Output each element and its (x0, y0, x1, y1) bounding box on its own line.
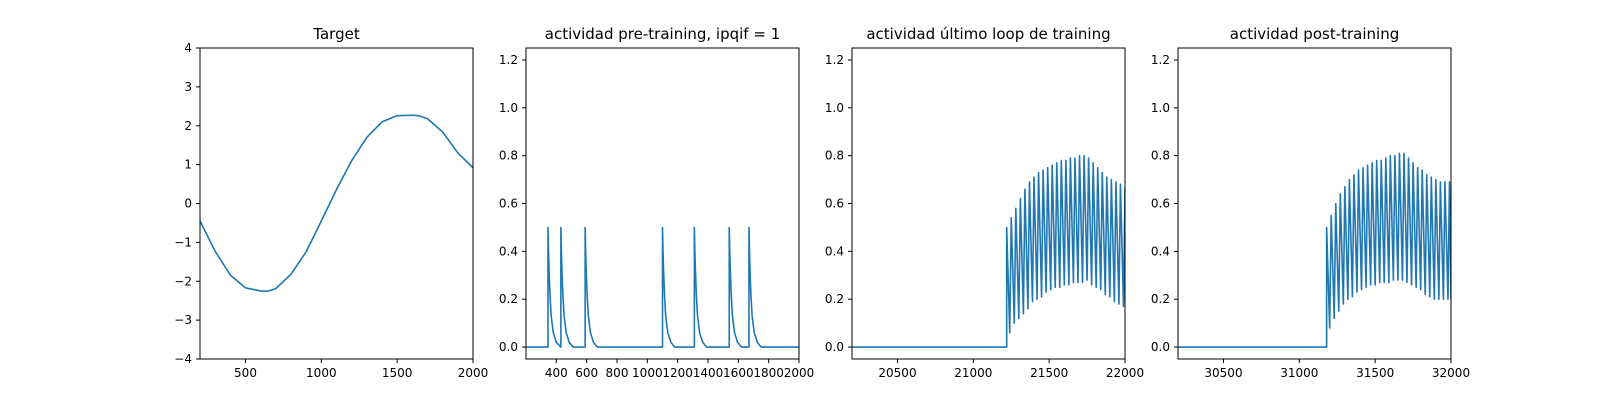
x-tick-label: 500 (234, 366, 257, 380)
x-tick-label: 1800 (753, 366, 784, 380)
series-line-1 (526, 226, 799, 348)
chart-title: actividad pre-training, ipqif = 1 (545, 25, 781, 43)
y-tick-label: 0.0 (825, 340, 844, 354)
y-tick-label: 0.0 (1151, 340, 1170, 354)
y-tick-label: 0.0 (499, 340, 518, 354)
y-tick-label: 1 (184, 158, 192, 172)
y-tick-label: 1.2 (825, 53, 844, 67)
y-tick-label: 1.2 (1151, 53, 1170, 67)
x-tick-label: 32000 (1432, 366, 1470, 380)
x-tick-label: 21500 (1030, 366, 1068, 380)
y-tick-label: 0.4 (499, 244, 518, 258)
chart-panel-2: actividad pre-training, ipqif = 1 400 600 8… (499, 25, 814, 380)
y-tick-label: 0.8 (825, 149, 844, 163)
x-tick-label: 800 (606, 366, 629, 380)
y-tick-label: 0.6 (825, 197, 844, 211)
chart-panel-3: actividad último loop de training 20500 21… (825, 25, 1144, 380)
x-tick-label: 1400 (693, 366, 724, 380)
series-line-1 (852, 154, 1125, 348)
chart-panel-4: actividad post-training 30500 31000 31500 32… (1151, 25, 1470, 380)
x-tick-label: 31000 (1280, 366, 1318, 380)
y-tick-label: 0.4 (1151, 244, 1170, 258)
series-line-1 (200, 114, 473, 293)
y-tick-label: 0.6 (1151, 197, 1170, 211)
y-tick-label: 2 (184, 119, 192, 133)
x-tick-label: 31500 (1356, 366, 1394, 380)
x-tick-label: 1600 (723, 366, 754, 380)
y-tick-label: 0.8 (1151, 149, 1170, 163)
y-tick-label: 0.2 (499, 292, 518, 306)
x-tick-label: 21000 (954, 366, 992, 380)
x-tick-label: 1200 (662, 366, 693, 380)
y-tick-label: −2 (174, 274, 192, 288)
y-tick-label: −1 (174, 235, 192, 249)
series-line-1 (1178, 152, 1451, 348)
x-tick-label: 1000 (306, 366, 337, 380)
x-tick-label: 600 (575, 366, 598, 380)
x-tick-label: 1500 (382, 366, 413, 380)
y-tick-label: 0.2 (825, 292, 844, 306)
y-tick-label: 4 (184, 41, 192, 55)
x-tick-label: 20500 (878, 366, 916, 380)
chart-title: actividad último loop de training (866, 25, 1110, 43)
y-tick-label: 1.2 (499, 53, 518, 67)
y-tick-label: 0 (184, 197, 192, 211)
chart-panel-1: Target 500 1000 1500 2000 −4 −3 −2 −1 0 1 2 3 4 (174, 25, 488, 380)
y-tick-label: 0.4 (825, 244, 844, 258)
x-tick-label: 22000 (1106, 366, 1144, 380)
axes-frame (199, 47, 474, 360)
x-tick-label: 1000 (632, 366, 663, 380)
chart-title: actividad post-training (1230, 25, 1399, 43)
y-tick-label: 1.0 (1151, 101, 1170, 115)
y-tick-label: 1.0 (499, 101, 518, 115)
y-tick-label: 0.6 (499, 197, 518, 211)
x-tick-label: 2000 (784, 366, 815, 380)
x-tick-label: 2000 (458, 366, 489, 380)
y-tick-label: 1.0 (825, 101, 844, 115)
y-tick-label: 0.2 (1151, 292, 1170, 306)
x-tick-label: 400 (545, 366, 568, 380)
y-tick-label: −3 (174, 313, 192, 327)
y-tick-label: 0.8 (499, 149, 518, 163)
y-tick-label: −4 (174, 352, 192, 366)
chart-title: Target (312, 25, 360, 43)
x-tick-label: 30500 (1204, 366, 1242, 380)
y-tick-label: 3 (184, 80, 192, 94)
